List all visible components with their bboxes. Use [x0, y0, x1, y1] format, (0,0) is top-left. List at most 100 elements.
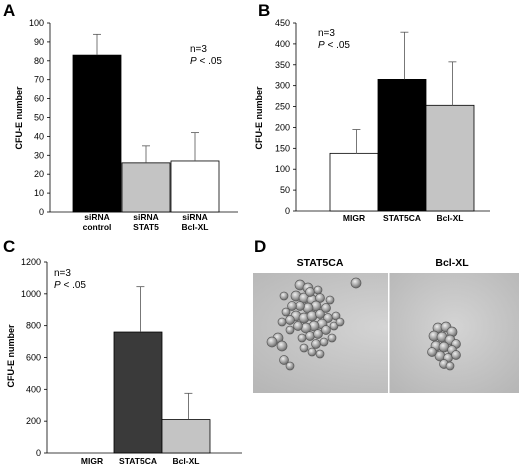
- category-label: STAT5CA: [119, 456, 157, 466]
- category-label: Bcl-XL: [173, 456, 200, 466]
- category-label: STAT5: [133, 222, 159, 232]
- cell: [331, 311, 341, 321]
- cell: [325, 295, 335, 305]
- panel-letter-a: A: [3, 1, 15, 20]
- y-tick-label: 40: [34, 131, 44, 141]
- bar: [329, 152, 379, 212]
- micrograph-label-stat5ca: STAT5CA: [297, 257, 344, 269]
- category-label: siRNA: [84, 212, 110, 222]
- cell: [319, 337, 329, 347]
- sample-size-note: n=3: [190, 44, 207, 55]
- cell: [305, 287, 315, 297]
- y-tick-label: 10: [34, 188, 44, 198]
- bar: [121, 162, 171, 213]
- y-tick-label: 350: [275, 60, 290, 70]
- cell: [313, 285, 323, 295]
- y-tick-label: 0: [36, 448, 41, 458]
- y-tick-label: 200: [275, 122, 290, 132]
- y-tick-label: 0: [285, 206, 290, 216]
- cell: [327, 333, 337, 343]
- cell: [279, 291, 289, 301]
- p-value-note: P < .05: [190, 56, 222, 67]
- cell: [287, 301, 297, 311]
- cell: [285, 361, 295, 371]
- panel-letter-c: C: [3, 237, 15, 256]
- panel-letter-b: B: [258, 1, 270, 20]
- cell: [335, 317, 345, 327]
- colony-stat5ca: [266, 277, 362, 371]
- bar: [170, 160, 220, 213]
- p-value-note: P < .05: [54, 280, 86, 291]
- micrograph-panel-d: STAT5CA Bcl-XL: [253, 257, 519, 393]
- bar: [161, 419, 211, 454]
- cell: [451, 350, 461, 360]
- cell: [307, 347, 317, 357]
- y-axis-label: CFU-E number: [6, 324, 16, 387]
- y-tick-label: 100: [275, 164, 290, 174]
- cell: [315, 309, 325, 319]
- y-tick-label: 450: [275, 18, 290, 28]
- cell: [350, 277, 362, 289]
- chart-panel-b: 0 50 100 150 200 250 300 350 400 450 CFU-E number M…: [254, 18, 490, 223]
- y-tick-label: 800: [26, 321, 41, 331]
- y-tick-label: 30: [34, 150, 44, 160]
- category-label: siRNA: [133, 212, 159, 222]
- colony-bcl-xl: [427, 321, 461, 371]
- cell: [281, 307, 291, 317]
- cell: [285, 325, 295, 335]
- category-label: Bcl-XL: [437, 213, 464, 223]
- sample-size-note: n=3: [318, 28, 335, 39]
- y-tick-label: 1000: [21, 289, 41, 299]
- y-tick-label: 0: [39, 207, 44, 217]
- sample-size-note: n=3: [54, 268, 71, 279]
- y-tick-label: 50: [34, 113, 44, 123]
- y-tick-label: 600: [26, 353, 41, 363]
- y-tick-label: 50: [280, 185, 290, 195]
- category-label: Bcl-XL: [182, 222, 209, 232]
- y-tick-label: 100: [29, 18, 44, 28]
- chart-panel-c: 0 200 400 600 800 1000 1200 CFU-E number MIGR STA…: [6, 257, 242, 466]
- cell: [293, 321, 303, 331]
- cell: [305, 331, 315, 341]
- cell: [445, 361, 455, 371]
- cell: [329, 321, 339, 331]
- y-tick-label: 400: [26, 384, 41, 394]
- cell: [321, 303, 331, 313]
- y-tick-label: 250: [275, 102, 290, 112]
- bar: [113, 331, 163, 454]
- y-tick-label: 150: [275, 143, 290, 153]
- cell: [276, 340, 288, 352]
- micrograph-label-bcl-xl: Bcl-XL: [435, 257, 469, 269]
- y-tick-label: 20: [34, 169, 44, 179]
- y-tick-label: 400: [275, 39, 290, 49]
- y-tick-label: 300: [275, 81, 290, 91]
- micrograph-divider: [388, 273, 390, 393]
- cell: [299, 343, 309, 353]
- cell: [277, 317, 287, 327]
- y-axis-label: CFU-E number: [14, 86, 24, 149]
- bar: [425, 104, 475, 212]
- y-tick-label: 60: [34, 94, 44, 104]
- y-tick-label: 70: [34, 75, 44, 85]
- cell: [321, 325, 331, 335]
- p-value-note: P < .05: [318, 40, 350, 51]
- category-label: MIGR: [343, 213, 365, 223]
- cell: [311, 339, 321, 349]
- bar: [72, 54, 122, 213]
- cell: [279, 355, 289, 365]
- bar: [377, 79, 427, 212]
- y-axis-label: CFU-E number: [254, 86, 264, 149]
- cell: [427, 347, 437, 357]
- category-label: STAT5CA: [383, 213, 421, 223]
- category-label: MIGR: [81, 456, 103, 466]
- category-label: control: [83, 222, 112, 232]
- cell: [313, 329, 323, 339]
- y-tick-label: 80: [34, 56, 44, 66]
- y-tick-label: 1200: [21, 257, 41, 267]
- cell: [315, 349, 325, 359]
- cell: [295, 301, 305, 311]
- cell: [297, 333, 307, 343]
- panel-letter-d: D: [254, 237, 266, 256]
